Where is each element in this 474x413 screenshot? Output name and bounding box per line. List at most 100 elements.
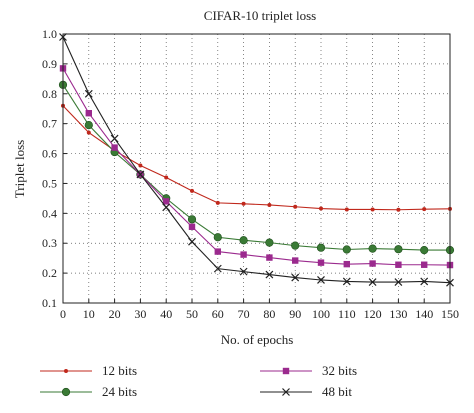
y-axis-label: Triplet loss <box>12 140 27 198</box>
data-point <box>213 233 222 242</box>
series-1 <box>61 103 452 212</box>
legend-entry: 32 bits <box>260 363 357 378</box>
data-point <box>111 144 118 151</box>
data-point <box>239 267 248 276</box>
x-tick-label: 20 <box>109 307 121 321</box>
series-line <box>62 36 451 284</box>
plot-frame <box>62 33 451 304</box>
data-point <box>342 245 351 254</box>
data-point <box>215 200 220 205</box>
data-point <box>239 236 248 245</box>
y-tick-label: 0.3 <box>42 236 57 250</box>
y-tick-label: 0.4 <box>42 206 57 220</box>
x-tick-label: 100 <box>312 307 330 321</box>
data-point <box>422 207 427 212</box>
data-point <box>138 163 143 168</box>
series-line <box>62 105 451 211</box>
data-point <box>265 238 274 247</box>
data-point <box>420 277 429 286</box>
data-point <box>319 206 323 211</box>
data-point <box>368 244 377 253</box>
legend-label: 32 bits <box>322 363 357 378</box>
legend-entry: 12 bits <box>40 363 137 378</box>
data-point <box>267 202 272 207</box>
legend-marker <box>282 388 290 396</box>
x-tick-label: 110 <box>338 307 356 321</box>
data-point <box>396 207 401 212</box>
data-point <box>421 261 428 268</box>
y-tick-label: 0.9 <box>42 57 57 71</box>
data-point <box>110 134 119 143</box>
data-point <box>395 261 402 268</box>
series-line <box>62 84 450 251</box>
data-point <box>291 241 300 250</box>
data-point <box>188 237 196 246</box>
x-tick-label: 130 <box>389 307 407 321</box>
x-tick-label: 40 <box>160 307 172 321</box>
data-point <box>317 276 325 284</box>
data-point <box>292 257 299 264</box>
legend-marker <box>61 387 71 397</box>
data-point <box>370 207 375 212</box>
data-point <box>136 170 145 179</box>
x-tick-label: 10 <box>83 307 95 321</box>
data-point <box>317 259 325 266</box>
data-point <box>394 278 403 287</box>
legend-entry: 48 bit <box>260 384 352 399</box>
series-3 <box>59 65 454 269</box>
x-tick-label: 60 <box>212 307 224 321</box>
y-tick-label: 0.2 <box>42 266 57 280</box>
legend-entry: 24 bits <box>40 384 137 399</box>
series-line <box>62 68 451 266</box>
data-point <box>241 201 246 206</box>
x-tick-label: 150 <box>441 307 459 321</box>
data-point <box>316 243 326 252</box>
data-point <box>420 245 429 255</box>
data-point <box>84 89 93 98</box>
legend: 12 bits 24 bits 32 bits 48 bit <box>40 363 357 399</box>
series-4 <box>59 33 454 287</box>
x-tick-label: 0 <box>60 307 66 321</box>
x-tick-label: 90 <box>289 307 301 321</box>
y-tick-label: 1.0 <box>42 27 57 41</box>
data-point <box>394 245 403 254</box>
data-point <box>164 175 169 180</box>
data-point <box>343 260 350 268</box>
series-2 <box>58 80 455 255</box>
data-point <box>344 207 349 212</box>
legend-label: 12 bits <box>102 363 137 378</box>
data-point <box>188 223 196 230</box>
x-tick-label: 140 <box>415 307 433 321</box>
x-tick-label: 120 <box>364 307 382 321</box>
legend-label: 48 bit <box>322 384 352 399</box>
x-tick-label: 70 <box>238 307 250 321</box>
data-point <box>369 260 376 267</box>
data-point <box>190 188 194 193</box>
grid <box>63 34 450 303</box>
y-axis-ticks: 0.1 0.2 0.3 0.4 0.5 0.6 0.7 0.8 0.9 1.0 <box>42 27 67 310</box>
x-tick-label: 30 <box>134 307 146 321</box>
y-tick-label: 0.5 <box>42 176 57 190</box>
data-point <box>162 203 171 212</box>
legend-marker <box>64 369 68 373</box>
data-point <box>84 121 93 130</box>
chart-title: CIFAR-10 triplet loss <box>204 8 316 23</box>
legend-marker <box>282 367 290 375</box>
plot-series <box>58 33 455 287</box>
data-point <box>368 278 377 287</box>
x-tick-label: 50 <box>186 307 198 321</box>
data-point <box>214 248 221 255</box>
y-tick-label: 0.6 <box>42 147 57 161</box>
data-point <box>240 251 247 258</box>
y-tick-label: 0.8 <box>42 87 57 101</box>
data-point <box>86 130 91 135</box>
legend-label: 24 bits <box>102 384 137 399</box>
data-point <box>342 277 351 286</box>
data-point <box>213 264 222 273</box>
data-point <box>265 270 274 279</box>
y-tick-label: 0.1 <box>42 296 57 310</box>
data-point <box>163 198 170 205</box>
data-point <box>293 204 298 209</box>
data-point <box>187 215 197 224</box>
